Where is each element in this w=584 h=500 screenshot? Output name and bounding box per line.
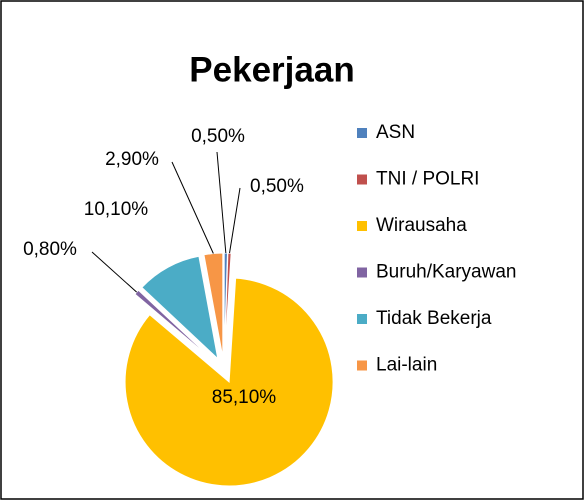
pie-slice [124,277,334,487]
legend-swatch [357,314,367,324]
legend-swatch [357,360,367,371]
data-label: 0,50% [250,176,304,197]
legend-label: Wirausaha [376,215,467,236]
leader-line [216,151,227,254]
data-label: 85,10% [212,387,277,408]
data-label: 10,10% [84,199,149,220]
legend-label: TNI / POLRI [376,169,479,190]
leader-line [91,251,137,293]
legend-swatch [357,128,367,138]
data-label: 0,80% [23,239,77,260]
legend-swatch [357,221,367,231]
leader-line [229,187,241,254]
legend-swatch [357,174,367,185]
legend-label: Lai-lain [376,355,437,376]
pie-slice [134,289,215,362]
leader-line [171,161,214,254]
legend-label: ASN [376,122,415,143]
legend-label: Buruh/Karyawan [376,262,516,283]
legend-swatch [357,267,367,278]
data-label: 2,90% [105,149,159,170]
data-label: 0,50% [191,126,245,147]
pie-slice [141,255,219,360]
legend-label: Tidak Bekerja [376,308,492,329]
chart-title: Pekerjaan [189,50,354,89]
